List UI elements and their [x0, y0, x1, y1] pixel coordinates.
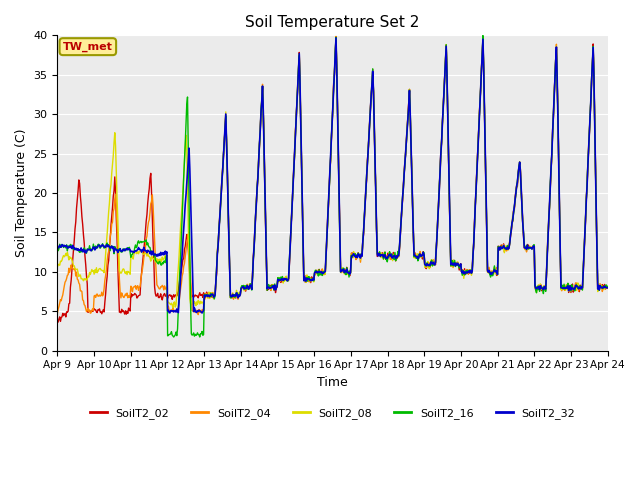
Line: SoilT2_04: SoilT2_04: [58, 36, 608, 314]
SoilT2_16: [63, 248, 71, 253]
SoilT2_04: [417, 252, 425, 257]
SoilT2_16: [54, 244, 61, 250]
SoilT2_08: [54, 264, 61, 270]
SoilT2_32: [54, 245, 61, 251]
SoilT2_32: [63, 245, 71, 251]
Text: TW_met: TW_met: [63, 42, 113, 52]
SoilT2_08: [417, 254, 424, 260]
SoilT2_32: [604, 285, 612, 290]
SoilT2_02: [417, 252, 424, 258]
SoilT2_16: [206, 294, 214, 300]
SoilT2_32: [120, 247, 128, 252]
SoilT2_02: [176, 276, 184, 281]
SoilT2_16: [604, 284, 612, 289]
SoilT2_02: [63, 309, 71, 315]
Line: SoilT2_16: SoilT2_16: [58, 36, 608, 337]
SoilT2_04: [401, 160, 409, 166]
SoilT2_32: [401, 161, 409, 167]
SoilT2_08: [400, 172, 408, 178]
SoilT2_02: [400, 171, 408, 177]
SoilT2_02: [54, 320, 61, 325]
SoilT2_08: [177, 223, 184, 228]
SoilT2_02: [120, 309, 128, 315]
SoilT2_04: [54, 310, 61, 316]
SoilT2_02: [604, 285, 612, 291]
SoilT2_04: [63, 273, 71, 278]
X-axis label: Time: Time: [317, 376, 348, 389]
SoilT2_04: [195, 312, 202, 317]
SoilT2_08: [206, 296, 214, 301]
Line: SoilT2_02: SoilT2_02: [58, 38, 608, 323]
SoilT2_08: [604, 284, 612, 289]
SoilT2_04: [206, 293, 214, 299]
Y-axis label: Soil Temperature (C): Soil Temperature (C): [15, 129, 28, 257]
SoilT2_32: [417, 253, 425, 259]
SoilT2_04: [176, 292, 184, 298]
SoilT2_08: [120, 266, 128, 272]
Title: Soil Temperature Set 2: Soil Temperature Set 2: [245, 15, 420, 30]
SoilT2_32: [332, 35, 340, 41]
SoilT2_32: [198, 310, 206, 316]
SoilT2_16: [479, 33, 487, 38]
SoilT2_08: [479, 36, 487, 42]
SoilT2_04: [332, 34, 340, 39]
SoilT2_16: [120, 248, 128, 253]
SoilT2_16: [400, 172, 408, 178]
SoilT2_02: [205, 292, 212, 298]
Line: SoilT2_32: SoilT2_32: [58, 38, 608, 313]
SoilT2_16: [177, 253, 184, 259]
SoilT2_16: [170, 334, 177, 340]
SoilT2_32: [206, 294, 214, 300]
SoilT2_08: [63, 249, 71, 255]
SoilT2_02: [332, 35, 340, 41]
SoilT2_16: [417, 254, 424, 260]
SoilT2_08: [169, 305, 177, 311]
SoilT2_32: [176, 287, 184, 293]
Line: SoilT2_08: SoilT2_08: [58, 39, 608, 308]
Legend: SoilT2_02, SoilT2_04, SoilT2_08, SoilT2_16, SoilT2_32: SoilT2_02, SoilT2_04, SoilT2_08, SoilT2_…: [86, 404, 580, 423]
SoilT2_04: [120, 295, 128, 300]
SoilT2_04: [604, 285, 612, 291]
